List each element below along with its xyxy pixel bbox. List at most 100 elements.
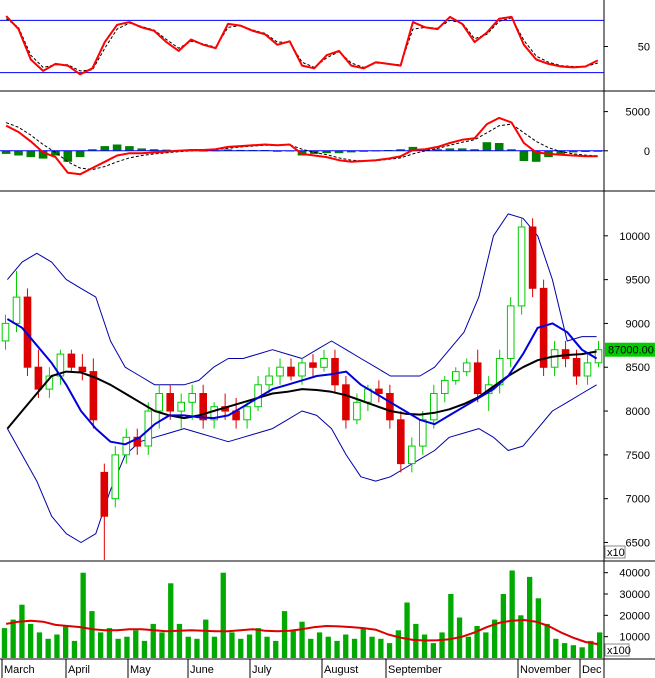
volume-bar — [535, 598, 541, 658]
moving-average-fast — [6, 318, 598, 446]
volume-moving-average — [6, 619, 598, 646]
macd-histogram-bar — [494, 143, 504, 151]
macd-histogram-bar — [38, 150, 48, 159]
last-price-box — [605, 342, 655, 357]
volume-bar — [238, 638, 244, 658]
y-tick-label: 7000 — [626, 494, 650, 506]
volume-bar — [290, 630, 296, 658]
macd-histogram-bar — [112, 144, 122, 151]
volume-bar — [246, 634, 253, 658]
candle-body — [23, 296, 32, 368]
candle-body — [287, 366, 295, 377]
volume-bar — [518, 615, 524, 658]
volume-bar — [378, 638, 384, 658]
volume-bar — [194, 638, 200, 658]
macd-histogram-bar — [334, 150, 344, 154]
volume-bar — [553, 638, 559, 658]
volume-bar — [45, 638, 51, 658]
candle-body — [298, 362, 306, 377]
volume-bar — [421, 634, 428, 658]
volume-scale-note: x100 — [607, 645, 631, 657]
candle-body — [243, 406, 251, 421]
x-tick-label: July — [252, 664, 272, 676]
volume-bar — [509, 570, 515, 658]
macd-histogram-bar — [519, 150, 529, 161]
candle-body — [111, 454, 120, 500]
y-tick-label: 10000 — [619, 231, 650, 243]
y-tick-label: 50 — [638, 42, 650, 54]
candle-body — [265, 375, 273, 386]
x-tick-label: Dec — [582, 664, 602, 676]
volume-bar — [28, 623, 34, 658]
volume-bar — [63, 626, 69, 658]
volume-bar — [89, 611, 95, 658]
macd-histogram-bar — [322, 150, 331, 154]
oscillator-signal-line — [5, 17, 598, 72]
candle-body — [155, 393, 163, 412]
x-tick-label: August — [324, 664, 358, 676]
volume-bar — [316, 632, 323, 658]
candle-body — [375, 388, 383, 395]
candle-body — [506, 305, 515, 359]
macd-histogram-bar — [162, 149, 171, 151]
volume-bar — [579, 647, 585, 658]
volume-bar — [395, 630, 401, 658]
volume-bar — [430, 643, 436, 658]
volume-bar — [597, 632, 603, 658]
macd-line — [5, 116, 598, 176]
candle-body — [67, 353, 76, 368]
volume-bar — [229, 632, 235, 658]
volume-bar — [439, 632, 445, 658]
volume-bar — [570, 645, 576, 658]
candle-body — [199, 393, 207, 421]
price-scale-box — [604, 545, 626, 559]
volume-bar — [360, 628, 366, 658]
y-tick-label: 9000 — [626, 318, 650, 330]
volume-bar — [133, 630, 139, 658]
candle-body — [441, 379, 449, 394]
volume-bar — [474, 626, 480, 658]
y-tick-label: 7500 — [626, 450, 650, 462]
candle-body — [78, 366, 87, 373]
candle-body — [572, 358, 581, 377]
volume-bar — [264, 636, 270, 658]
macd-histogram-bar — [482, 142, 492, 151]
y-tick-label: 5000 — [626, 107, 650, 119]
candle-body — [144, 410, 153, 447]
macd-histogram-bar — [63, 150, 73, 162]
candle-body — [1, 322, 10, 342]
volume-bar — [334, 640, 340, 658]
volume-bar — [483, 632, 489, 658]
volume-bar — [71, 640, 78, 658]
y-tick-label: 0 — [644, 146, 650, 158]
candle-body — [583, 362, 592, 377]
candle-body — [430, 393, 438, 421]
volume-bar — [141, 640, 148, 658]
volume-bar — [54, 634, 60, 658]
macd-histogram-bar — [531, 150, 541, 162]
candle-body — [342, 384, 350, 421]
macd-histogram-bar — [149, 149, 159, 151]
candle-body — [133, 436, 142, 447]
volume-bar — [281, 611, 288, 658]
macd-histogram-bar — [347, 150, 356, 153]
candle-body — [188, 393, 196, 403]
volume-bar — [465, 636, 471, 658]
volume-bar — [255, 628, 261, 658]
y-tick-label: 9500 — [626, 275, 650, 287]
y-tick-label: 8000 — [626, 406, 650, 418]
volume-bar — [168, 583, 174, 658]
volume-bar — [150, 623, 156, 658]
volume-bar — [80, 572, 86, 658]
candle-body — [100, 471, 109, 517]
macd-histogram-bar — [1, 150, 11, 154]
volume-bar — [308, 638, 314, 658]
y-tick-label: 30000 — [619, 589, 650, 601]
x-tick-label: March — [4, 664, 35, 676]
volume-bar — [10, 619, 16, 658]
candle-body — [517, 226, 526, 307]
x-tick-label: April — [68, 664, 90, 676]
macd-histogram-bar — [445, 148, 455, 151]
x-tick-label: May — [130, 664, 151, 676]
